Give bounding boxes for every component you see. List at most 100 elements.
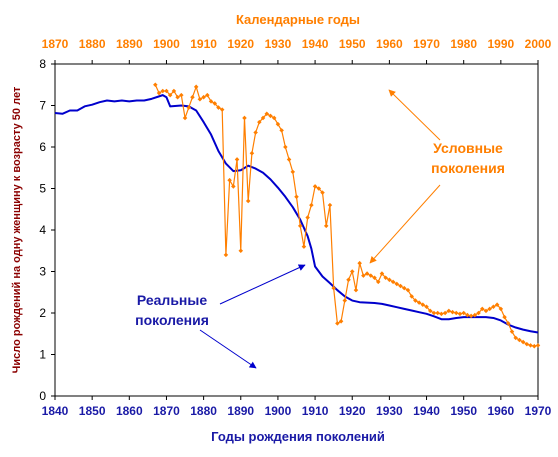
x-tick-label-top: 1970 <box>413 37 440 51</box>
data-point <box>156 90 162 96</box>
data-point <box>342 298 348 303</box>
y-tick-label: 4 <box>39 223 46 237</box>
data-point <box>435 310 440 316</box>
data-point <box>446 308 452 314</box>
data-point <box>357 260 362 266</box>
x-tick-label-bottom: 1840 <box>42 404 69 418</box>
x-tick-label-top: 1930 <box>265 37 292 51</box>
data-point <box>524 341 530 347</box>
data-point <box>242 115 247 121</box>
data-point <box>528 343 533 348</box>
series-real-line <box>54 94 539 334</box>
x-tick-label-top: 1920 <box>227 37 254 51</box>
data-point <box>182 115 188 121</box>
x-tick-label-bottom: 1960 <box>487 404 514 418</box>
x-tick-label-top: 1950 <box>339 37 366 51</box>
data-point <box>153 82 158 88</box>
y-tick-label: 3 <box>39 265 46 279</box>
data-point <box>439 311 444 317</box>
data-point <box>201 94 206 100</box>
x-tick-label-bottom: 1880 <box>190 404 217 418</box>
data-point <box>420 302 426 307</box>
x-tick-label-top: 2000 <box>525 37 552 51</box>
plot-area-border <box>54 63 539 397</box>
data-point <box>498 306 504 312</box>
data-point <box>253 130 258 135</box>
x-tick-label-bottom: 1900 <box>265 404 292 418</box>
data-point <box>442 310 448 316</box>
x-tick-label-bottom: 1970 <box>525 404 552 418</box>
data-point <box>394 281 400 287</box>
data-point <box>212 101 218 106</box>
data-point <box>387 277 392 283</box>
annotation-conditional-line2: поколения <box>431 160 505 176</box>
data-point <box>223 252 229 258</box>
series-layer <box>54 82 541 349</box>
data-point <box>238 248 244 254</box>
data-point <box>517 337 522 343</box>
y-tick-label: 1 <box>39 348 46 362</box>
data-point <box>457 311 463 317</box>
data-point <box>338 319 344 324</box>
x-tick-label-bottom: 1950 <box>450 404 477 418</box>
y-tick-label: 0 <box>39 389 46 403</box>
data-point <box>405 287 411 293</box>
data-point <box>335 321 340 326</box>
data-point <box>375 279 381 285</box>
data-point <box>461 310 466 316</box>
data-point <box>509 329 515 334</box>
data-point <box>431 310 437 316</box>
x-axis-title-bottom: Годы рождения поколений <box>211 429 385 444</box>
data-point <box>520 339 526 345</box>
x-tick-label-top: 1940 <box>302 37 329 51</box>
data-point <box>472 312 478 318</box>
data-point <box>346 277 351 283</box>
data-point <box>349 269 355 274</box>
data-point <box>234 157 240 162</box>
data-point <box>361 273 366 278</box>
data-point <box>368 273 374 278</box>
data-point <box>197 97 203 102</box>
data-point <box>305 215 310 220</box>
x-tick-label-bottom: 1910 <box>302 404 329 418</box>
data-point <box>413 298 418 303</box>
data-point <box>532 343 537 349</box>
x-tick-label-top: 1990 <box>487 37 514 51</box>
data-point <box>294 194 299 200</box>
plot-frame <box>54 63 539 397</box>
data-point <box>390 279 396 285</box>
data-point <box>427 308 433 314</box>
data-point <box>245 198 251 204</box>
y-axis-title: Число рождений на одну женщину к возраст… <box>11 86 23 373</box>
x-tick-label-top: 1880 <box>79 37 106 51</box>
x-tick-label-top: 1890 <box>116 37 143 51</box>
x-tick-label-top: 1900 <box>153 37 180 51</box>
data-point <box>268 113 273 119</box>
x-axis-top: 1870 1880 1890 1900 1910 1920 1930 1940 1950 1960… <box>42 37 552 64</box>
data-point <box>450 309 455 315</box>
data-point <box>372 275 377 280</box>
x-tick-label-bottom: 1870 <box>153 404 180 418</box>
data-point <box>468 313 474 319</box>
data-point <box>279 128 284 133</box>
y-tick-label: 5 <box>39 182 46 196</box>
series-conditional <box>153 82 541 349</box>
data-point <box>506 321 511 326</box>
x-tick-label-top: 1870 <box>42 37 69 51</box>
data-point <box>286 157 292 162</box>
data-point <box>409 294 414 299</box>
x-axis-title-top: Календарные годы <box>236 12 360 27</box>
data-point <box>379 271 385 276</box>
x-tick-label-bottom: 1860 <box>116 404 143 418</box>
x-axis-bottom: 1840 1850 1860 1870 1880 1890 1900 1910 1920 1930… <box>42 396 552 418</box>
data-point <box>494 302 500 307</box>
annotation-real-arrow-down <box>199 329 257 369</box>
data-point <box>383 275 388 280</box>
y-tick-label: 7 <box>39 99 46 113</box>
data-point <box>323 223 329 229</box>
data-point <box>513 335 518 341</box>
data-point <box>219 107 225 112</box>
x-tick-label-bottom: 1920 <box>339 404 366 418</box>
data-point <box>453 310 459 316</box>
x-tick-label-bottom: 1850 <box>79 404 106 418</box>
